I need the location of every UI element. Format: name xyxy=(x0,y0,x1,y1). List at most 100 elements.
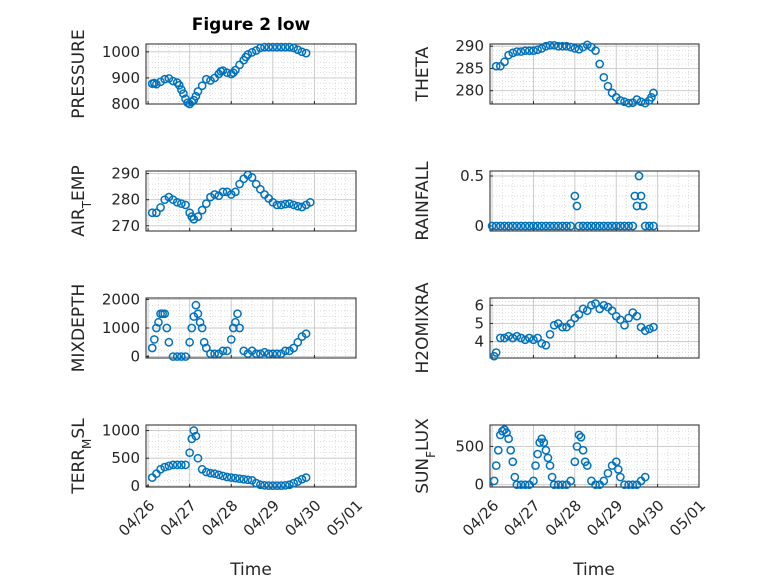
data-point xyxy=(206,468,215,478)
data-point xyxy=(549,40,559,50)
data-point xyxy=(611,457,621,467)
data-point xyxy=(489,476,499,486)
data-point xyxy=(251,349,261,359)
data-point xyxy=(231,187,240,197)
data-point xyxy=(558,322,567,332)
data-point xyxy=(201,199,211,208)
data-point xyxy=(541,221,551,231)
panel-h2omixra: 456 H2OMIXRA xyxy=(413,282,700,374)
data-point xyxy=(616,472,625,482)
panel-theta: 280 285 290 THETA xyxy=(413,37,700,108)
data-point xyxy=(197,323,207,333)
data-point xyxy=(276,42,286,52)
x-tick-label: 04/27 xyxy=(157,497,200,540)
data-point xyxy=(185,448,195,458)
data-point xyxy=(493,445,503,455)
data-point xyxy=(264,42,274,52)
data-point xyxy=(191,431,201,441)
data-point xyxy=(193,87,203,96)
data-point xyxy=(235,474,244,484)
data-point xyxy=(289,200,298,210)
data-point xyxy=(185,337,195,347)
data-point xyxy=(152,323,161,333)
data-point xyxy=(566,42,576,52)
y-axis-label: PRESSURE xyxy=(69,29,89,118)
data-point xyxy=(578,445,588,455)
data-point xyxy=(256,480,265,490)
data-point xyxy=(533,333,542,343)
y-tick-label: 0 xyxy=(130,477,140,495)
data-point xyxy=(222,68,232,78)
data-point xyxy=(239,474,249,484)
data-point xyxy=(599,72,609,82)
data-point xyxy=(510,472,520,482)
data-point xyxy=(218,66,228,75)
data-point xyxy=(524,46,534,56)
axes-box xyxy=(489,43,700,105)
data-point xyxy=(191,91,201,101)
data-point xyxy=(301,329,311,339)
data-point xyxy=(272,200,282,210)
data-point xyxy=(251,478,261,488)
data-point xyxy=(226,335,236,344)
data-point xyxy=(210,190,219,199)
data-point xyxy=(228,323,238,333)
axes-box xyxy=(489,297,700,359)
data-point xyxy=(293,477,303,486)
x-tick-label: 04/29 xyxy=(583,497,626,540)
data-point xyxy=(214,470,224,480)
y-axis-label-subscript: M xyxy=(80,439,94,449)
data-point xyxy=(172,352,182,361)
data-point xyxy=(512,47,522,56)
data-point xyxy=(613,465,623,474)
data-point xyxy=(533,221,542,231)
data-point xyxy=(562,221,571,231)
data-point xyxy=(268,42,278,52)
data-point xyxy=(504,221,513,231)
data-point xyxy=(495,221,505,231)
data-point xyxy=(243,475,253,485)
data-point xyxy=(512,480,522,490)
data-point xyxy=(218,471,228,481)
data-point xyxy=(176,460,186,470)
y-tick-label: 270 xyxy=(111,217,140,235)
data-point xyxy=(545,40,555,50)
y-axis-label: MIXDEPTH xyxy=(69,284,89,373)
y-tick-label: 6 xyxy=(474,296,484,314)
data-point xyxy=(491,221,501,231)
x-axis-label-right: Time xyxy=(572,560,615,580)
data-point xyxy=(520,46,530,56)
y-tick-label: 290 xyxy=(455,37,484,55)
data-point xyxy=(607,221,617,231)
data-point xyxy=(543,453,553,463)
data-point xyxy=(487,221,497,231)
data-point xyxy=(504,50,513,60)
y-axis-label-rest: EMP xyxy=(69,165,89,201)
data-point xyxy=(280,42,290,52)
data-point xyxy=(624,221,633,231)
data-point xyxy=(578,221,588,231)
y-axis-label: AIRTEMP xyxy=(69,165,94,236)
data-point xyxy=(647,92,656,102)
data-point xyxy=(516,480,526,490)
x-tick-label: 04/30 xyxy=(625,497,668,540)
data-point xyxy=(566,221,576,231)
y-tick-label: 290 xyxy=(111,165,140,183)
data-point xyxy=(591,46,600,56)
data-point xyxy=(649,221,658,231)
data-point xyxy=(630,191,640,201)
data-point xyxy=(285,480,294,490)
data-point xyxy=(558,480,567,490)
data-point xyxy=(164,461,174,471)
data-point xyxy=(591,480,600,490)
data-point xyxy=(524,221,534,231)
y-axis-label-subscript: F xyxy=(424,451,438,458)
data-point xyxy=(545,221,555,231)
data-point xyxy=(268,349,278,359)
data-point xyxy=(632,95,642,104)
x-tick-label: 04/29 xyxy=(240,497,283,540)
data-point xyxy=(297,202,307,212)
data-point xyxy=(591,221,600,231)
data-point xyxy=(301,48,311,58)
data-point xyxy=(260,480,269,490)
